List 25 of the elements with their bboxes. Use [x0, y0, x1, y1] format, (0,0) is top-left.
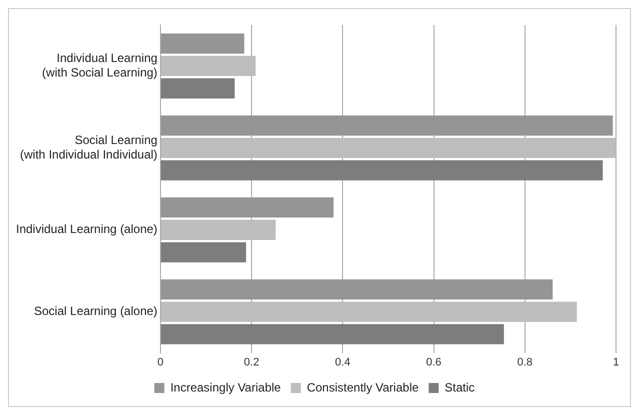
- x-tick-label: 0.6: [426, 356, 442, 368]
- y-tick-label: Individual Learning (alone): [16, 222, 158, 236]
- bar: [160, 242, 246, 262]
- y-tick-label: Social Learning (with Individual Individual): [20, 133, 158, 162]
- bar: [160, 302, 577, 322]
- bar: [160, 138, 616, 158]
- bar: [160, 160, 603, 180]
- bar: [160, 78, 235, 98]
- bar: [160, 115, 613, 136]
- x-tick-label: 0: [157, 356, 164, 368]
- bar: [160, 279, 553, 300]
- legend-label: Consistently Variable: [306, 380, 419, 394]
- x-tick-label: 0.8: [517, 356, 533, 368]
- x-tick-label: 0.4: [335, 356, 350, 368]
- bar: [160, 33, 244, 54]
- x-tick-label: 1: [612, 356, 620, 368]
- legend-label: Increasingly Variable: [170, 380, 282, 394]
- bar: [160, 56, 256, 76]
- legend-label: Static: [444, 380, 475, 394]
- y-tick-label: Individual Learning (with Social Learning): [42, 51, 158, 80]
- bar: [160, 220, 276, 240]
- y-tick-label: Social Learning (alone): [34, 304, 158, 318]
- bar: [160, 324, 504, 344]
- bar: [160, 197, 334, 218]
- x-tick-label: 0.2: [244, 356, 260, 368]
